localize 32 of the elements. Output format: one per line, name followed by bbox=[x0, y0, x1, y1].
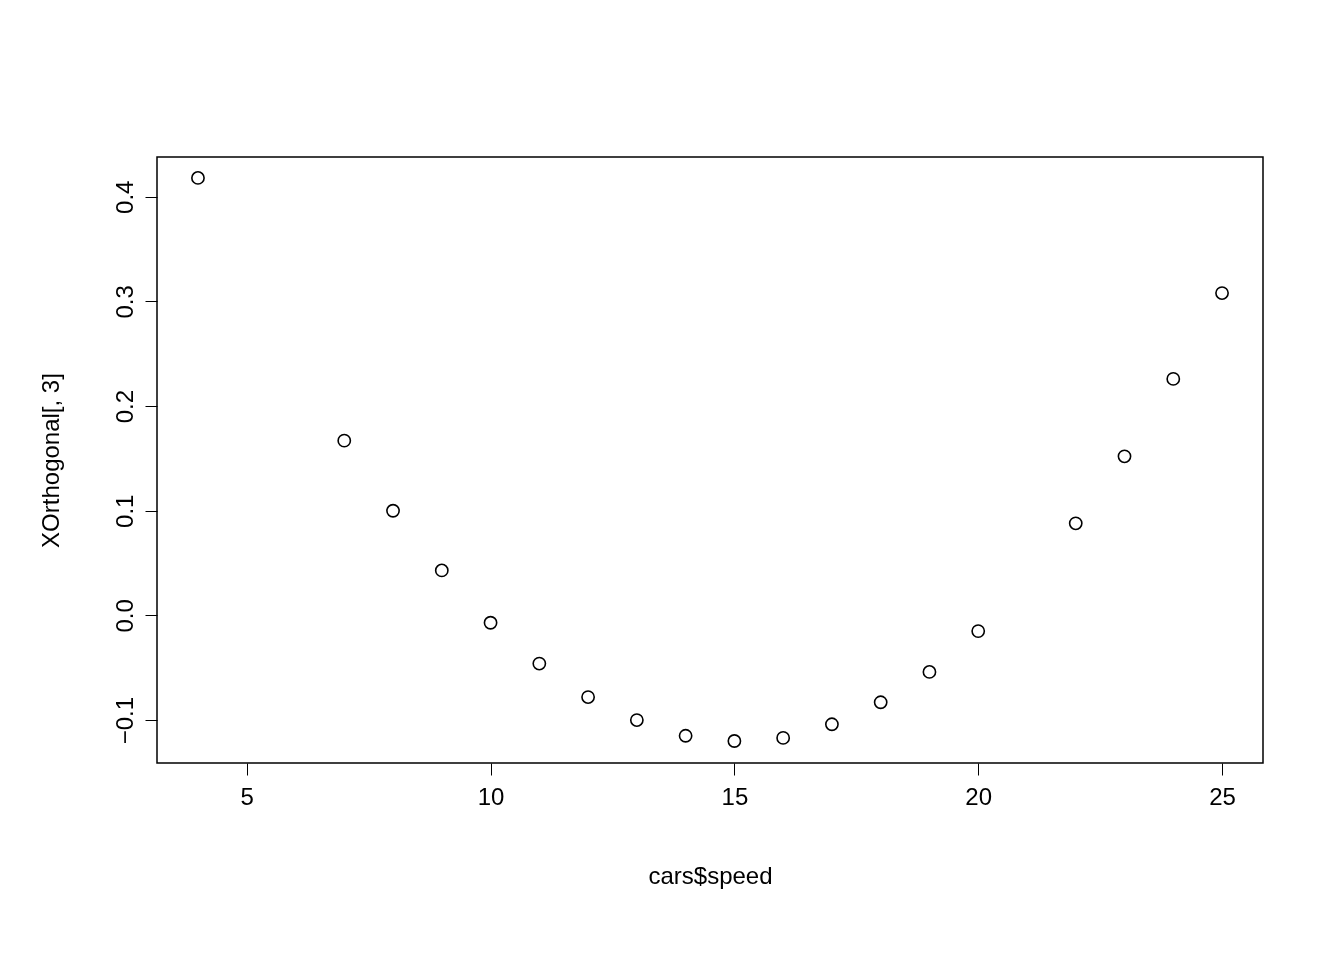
point bbox=[1215, 286, 1229, 300]
y-tick-label: 0.0 bbox=[110, 599, 138, 633]
x-tick-label: 15 bbox=[721, 782, 749, 810]
point bbox=[337, 433, 352, 448]
point bbox=[434, 563, 449, 578]
y-tick-label: 0.3 bbox=[110, 285, 138, 319]
x-tick-label: 5 bbox=[240, 782, 254, 810]
x-tick-label: 20 bbox=[965, 782, 993, 810]
y-axis-title: XOrthogonal[, 3] bbox=[36, 373, 64, 548]
point bbox=[1068, 516, 1083, 531]
point bbox=[727, 734, 742, 748]
point bbox=[532, 656, 547, 671]
point bbox=[873, 695, 888, 710]
x-tick-label: 10 bbox=[477, 782, 505, 810]
point bbox=[1117, 449, 1132, 464]
point bbox=[1166, 371, 1181, 386]
y-tick-label: 0.2 bbox=[110, 389, 138, 424]
y-tick-label: 0.4 bbox=[110, 180, 138, 214]
y-tick-label: 0.1 bbox=[110, 494, 138, 528]
point bbox=[922, 665, 937, 679]
x-axis-title: cars$speed bbox=[648, 861, 773, 889]
point bbox=[386, 503, 400, 518]
point bbox=[678, 728, 693, 743]
point bbox=[776, 730, 791, 745]
point bbox=[824, 717, 839, 732]
point bbox=[483, 615, 498, 630]
point bbox=[629, 713, 644, 727]
point bbox=[581, 690, 596, 704]
point bbox=[191, 171, 205, 185]
point bbox=[971, 624, 986, 639]
x-tick-label: 25 bbox=[1209, 782, 1236, 810]
y-tick-label: −0.1 bbox=[110, 696, 138, 745]
